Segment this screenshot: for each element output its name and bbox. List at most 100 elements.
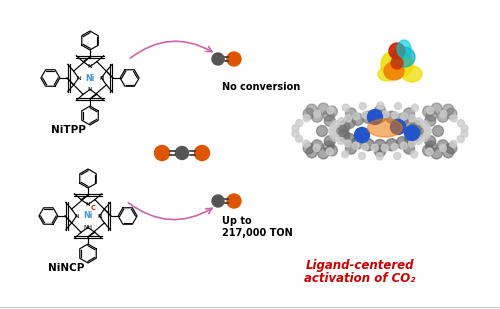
Ellipse shape bbox=[381, 50, 413, 78]
Circle shape bbox=[306, 147, 318, 158]
Circle shape bbox=[410, 129, 422, 142]
Circle shape bbox=[391, 57, 403, 69]
Circle shape bbox=[377, 102, 384, 109]
Circle shape bbox=[352, 113, 364, 125]
Circle shape bbox=[312, 111, 322, 122]
Text: N: N bbox=[88, 87, 92, 92]
Text: NiNCP: NiNCP bbox=[48, 263, 84, 273]
Circle shape bbox=[368, 109, 382, 125]
Circle shape bbox=[346, 143, 356, 154]
Circle shape bbox=[326, 148, 333, 155]
Circle shape bbox=[424, 115, 436, 126]
Text: N: N bbox=[86, 202, 90, 207]
Circle shape bbox=[316, 125, 328, 137]
Circle shape bbox=[382, 144, 388, 151]
Circle shape bbox=[330, 124, 336, 131]
Circle shape bbox=[352, 137, 364, 149]
Circle shape bbox=[374, 105, 386, 116]
Circle shape bbox=[412, 104, 418, 111]
Text: activation of CO₂: activation of CO₂ bbox=[304, 273, 416, 286]
Circle shape bbox=[409, 115, 416, 122]
Text: No conversion: No conversion bbox=[222, 82, 300, 92]
Circle shape bbox=[327, 107, 334, 114]
Text: N: N bbox=[74, 214, 79, 218]
Text: Up to: Up to bbox=[222, 216, 252, 226]
Circle shape bbox=[442, 104, 454, 115]
Circle shape bbox=[391, 143, 398, 150]
Circle shape bbox=[326, 106, 338, 117]
Circle shape bbox=[372, 144, 378, 151]
Circle shape bbox=[424, 128, 432, 135]
Circle shape bbox=[461, 130, 468, 137]
Circle shape bbox=[358, 152, 366, 159]
Circle shape bbox=[374, 139, 386, 151]
Circle shape bbox=[420, 121, 428, 128]
Circle shape bbox=[227, 52, 241, 66]
Circle shape bbox=[330, 131, 336, 138]
Circle shape bbox=[396, 113, 408, 125]
Text: NH: NH bbox=[84, 225, 92, 230]
Circle shape bbox=[461, 125, 468, 132]
Text: N: N bbox=[76, 75, 81, 81]
Circle shape bbox=[344, 116, 355, 129]
Circle shape bbox=[446, 143, 457, 154]
Circle shape bbox=[392, 112, 398, 119]
Circle shape bbox=[424, 136, 436, 147]
Circle shape bbox=[404, 116, 416, 129]
Circle shape bbox=[450, 115, 458, 122]
Circle shape bbox=[323, 110, 334, 121]
Text: N: N bbox=[99, 75, 103, 81]
Circle shape bbox=[396, 137, 408, 149]
Circle shape bbox=[296, 120, 303, 126]
Circle shape bbox=[438, 140, 448, 151]
Circle shape bbox=[194, 146, 210, 160]
Circle shape bbox=[410, 121, 422, 133]
Circle shape bbox=[431, 103, 442, 114]
Circle shape bbox=[404, 108, 414, 119]
Circle shape bbox=[400, 142, 407, 149]
Circle shape bbox=[362, 139, 374, 151]
Circle shape bbox=[422, 106, 434, 117]
Circle shape bbox=[458, 120, 464, 127]
Circle shape bbox=[303, 143, 314, 154]
Circle shape bbox=[314, 110, 320, 117]
Circle shape bbox=[362, 143, 368, 150]
Circle shape bbox=[342, 151, 348, 158]
Circle shape bbox=[338, 121, 350, 133]
Text: C: C bbox=[90, 205, 95, 211]
Text: Ni: Ni bbox=[86, 74, 94, 83]
Circle shape bbox=[386, 139, 398, 151]
Text: Ligand-centered: Ligand-centered bbox=[306, 259, 414, 272]
Circle shape bbox=[404, 143, 414, 154]
Circle shape bbox=[338, 129, 350, 142]
Circle shape bbox=[446, 108, 457, 119]
Text: 217,000 TON: 217,000 TON bbox=[222, 228, 293, 238]
Circle shape bbox=[306, 104, 318, 115]
Circle shape bbox=[427, 107, 434, 114]
Circle shape bbox=[296, 135, 302, 142]
Circle shape bbox=[292, 130, 299, 137]
Circle shape bbox=[332, 134, 340, 141]
Circle shape bbox=[303, 115, 310, 122]
Circle shape bbox=[354, 128, 370, 142]
Circle shape bbox=[324, 136, 336, 147]
Ellipse shape bbox=[397, 40, 411, 58]
Circle shape bbox=[352, 113, 360, 120]
Circle shape bbox=[212, 53, 224, 65]
Circle shape bbox=[212, 195, 224, 207]
Circle shape bbox=[400, 113, 407, 120]
Circle shape bbox=[362, 111, 374, 123]
Circle shape bbox=[424, 124, 430, 131]
Circle shape bbox=[442, 147, 454, 158]
Circle shape bbox=[457, 135, 464, 142]
Circle shape bbox=[352, 142, 360, 149]
Circle shape bbox=[318, 103, 329, 114]
Circle shape bbox=[438, 111, 448, 122]
Circle shape bbox=[426, 148, 433, 155]
Ellipse shape bbox=[368, 119, 402, 137]
Circle shape bbox=[376, 153, 383, 160]
Circle shape bbox=[313, 145, 320, 151]
Circle shape bbox=[416, 118, 422, 125]
Circle shape bbox=[410, 151, 418, 158]
Circle shape bbox=[420, 134, 428, 142]
